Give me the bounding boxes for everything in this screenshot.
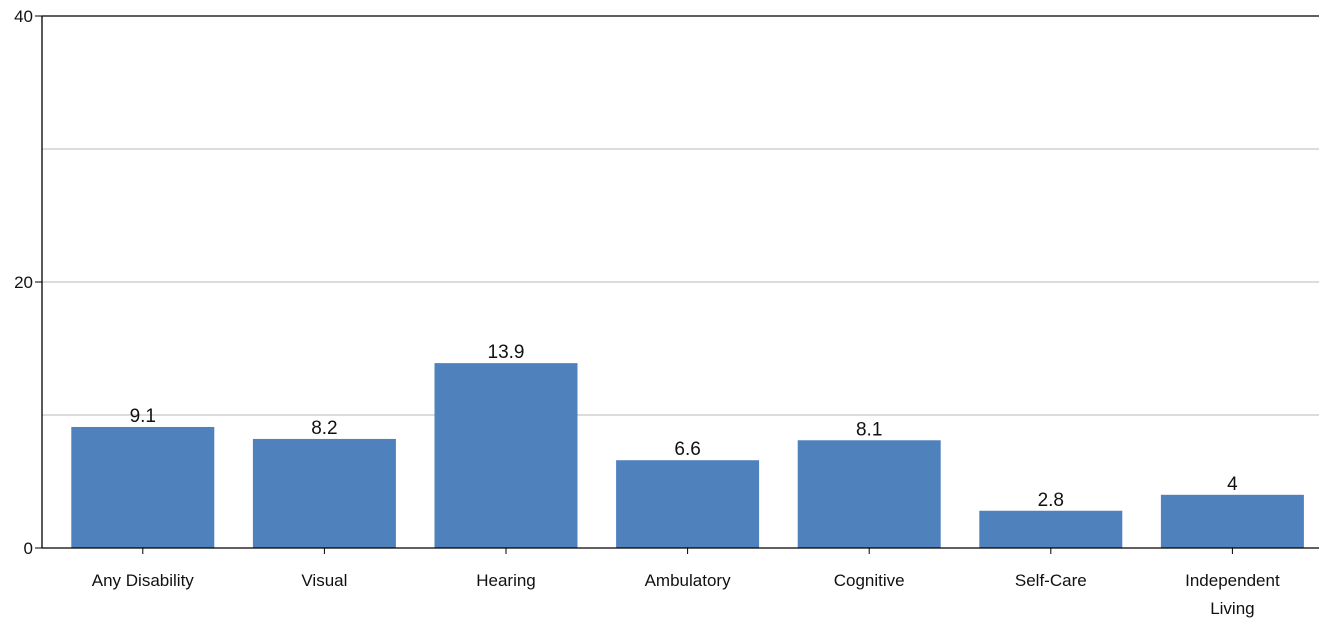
bar <box>1160 494 1304 548</box>
axes <box>35 15 1319 554</box>
x-tick-label: Independent <box>1185 571 1280 590</box>
bar <box>252 438 396 548</box>
x-tick-label: Any Disability <box>92 571 195 590</box>
data-label: 13.9 <box>488 342 525 363</box>
y-tick-label: 40 <box>14 7 33 26</box>
data-label: 6.6 <box>674 439 700 460</box>
data-label: 8.2 <box>311 418 337 439</box>
y-tick-label: 20 <box>14 273 33 292</box>
gridlines <box>42 148 1319 416</box>
x-tick-label: Ambulatory <box>645 571 731 590</box>
y-tick-label: 0 <box>24 539 33 558</box>
data-label: 9.1 <box>130 406 156 427</box>
bar <box>979 510 1123 548</box>
bar <box>434 363 578 548</box>
bar <box>71 426 215 548</box>
labels: 9.1 Any Disability 8.2 Visual 13.9 Hearing 6.6… <box>14 7 1280 618</box>
x-tick-label: Hearing <box>476 571 536 590</box>
bar <box>616 460 760 548</box>
data-label: 2.8 <box>1038 490 1064 511</box>
x-tick-label: Living <box>1210 599 1254 618</box>
x-tick-label: Visual <box>301 571 347 590</box>
data-label: 8.1 <box>856 419 882 440</box>
data-label: 4 <box>1227 474 1238 495</box>
bars <box>71 363 1304 548</box>
x-tick-label: Self-Care <box>1015 571 1087 590</box>
bar <box>797 440 941 548</box>
x-tick-label: Cognitive <box>834 571 905 590</box>
